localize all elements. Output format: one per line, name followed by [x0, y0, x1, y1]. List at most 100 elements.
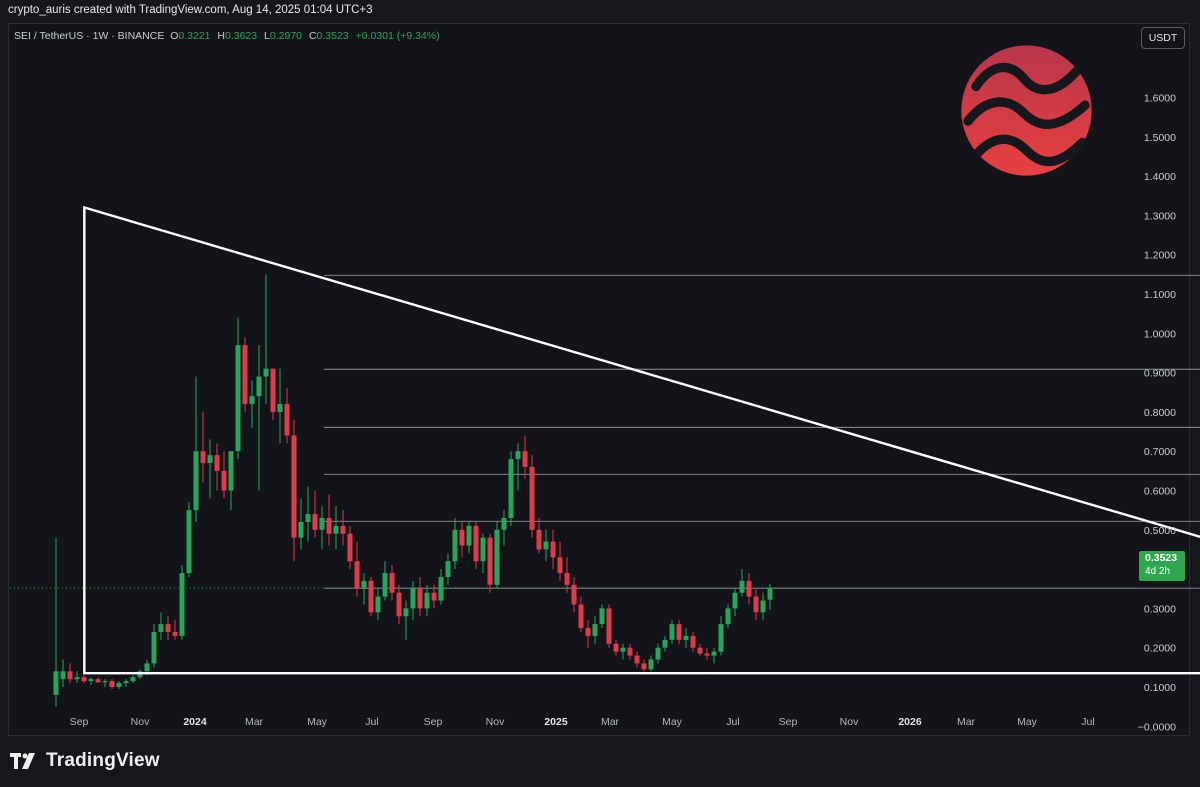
candle-body	[508, 459, 514, 519]
candle-body	[263, 368, 269, 377]
candle-body	[158, 624, 164, 632]
candle-body	[179, 573, 185, 636]
bar-countdown: 4d 2h	[1145, 566, 1171, 577]
candle-body	[459, 529, 465, 546]
x-tick-label: Nov	[486, 716, 505, 728]
candle-body	[109, 681, 115, 687]
candle-body	[438, 576, 444, 601]
candle-body	[186, 510, 192, 574]
candle-body	[536, 529, 542, 550]
high-value: 0.3623	[225, 30, 258, 42]
tradingview-brand[interactable]: TradingView	[10, 750, 160, 772]
candle-body	[515, 451, 521, 460]
x-tick-label: May	[307, 716, 328, 728]
candlesticks	[53, 274, 773, 707]
candle-body	[473, 525, 479, 562]
chart-credit: crypto_auris created with TradingView.co…	[8, 4, 373, 16]
x-tick-label: Mar	[245, 716, 264, 728]
candle-body	[543, 541, 549, 550]
candle-body	[123, 681, 129, 684]
open-label: O	[170, 30, 179, 42]
drawings	[83, 205, 1200, 675]
x-tick-label: Sep	[70, 716, 89, 728]
last-price-tag: 0.3523 4d 2h	[1139, 551, 1185, 581]
symbol-name: SEI / TetherUS · 1W · BINANCE	[14, 30, 165, 42]
price-axis: 1.6000 1.5000 1.4000 1.3000 1.2000 1.1000 1.00…	[1138, 93, 1176, 734]
candle-body	[571, 584, 577, 605]
candle-body	[704, 653, 710, 656]
candle-body	[487, 537, 493, 585]
candle-body	[389, 573, 395, 593]
candle-body	[221, 470, 227, 491]
candle-body	[256, 376, 262, 397]
candle-body	[522, 451, 528, 467]
y-tick-label: 0.7000	[1144, 446, 1176, 458]
y-tick-label: 0.5000	[1144, 525, 1176, 537]
candle-body	[599, 608, 605, 625]
candle-body	[697, 647, 703, 654]
candle-body	[732, 592, 738, 609]
sei-logo	[961, 45, 1092, 176]
y-tick-label: 1.6000	[1144, 93, 1176, 105]
candle-body	[333, 525, 339, 534]
candle-body	[151, 631, 157, 664]
y-tick-label: 0.8000	[1144, 407, 1176, 419]
candle-body	[235, 345, 241, 452]
candle-body	[396, 592, 402, 617]
candle-body	[102, 681, 108, 683]
candle-body	[557, 557, 563, 574]
candle-body	[501, 518, 507, 530]
candle-body	[452, 529, 458, 562]
y-tick-label: 0.3000	[1144, 603, 1176, 615]
candle-body	[81, 677, 87, 682]
candle-body	[298, 521, 304, 538]
candle-body	[214, 455, 220, 471]
y-tick-label: 0.1000	[1144, 682, 1176, 694]
x-tick-label: 2025	[544, 716, 568, 728]
candle-body	[340, 525, 346, 534]
y-tick-label: 0.9000	[1144, 368, 1176, 380]
candle-body	[368, 580, 374, 613]
candle-body	[284, 404, 290, 436]
y-tick-label: 0.6000	[1144, 486, 1176, 498]
x-tick-label: Nov	[840, 716, 859, 728]
x-tick-label: May	[1017, 716, 1038, 728]
candle-body	[319, 518, 325, 530]
last-price: 0.3523	[1145, 552, 1178, 564]
x-tick-label: Jul	[726, 716, 739, 728]
candle-body	[347, 533, 353, 562]
candle-body	[739, 580, 745, 593]
candle-body	[88, 679, 94, 682]
x-tick-label: Jul	[365, 716, 378, 728]
currency-button[interactable]: USDT	[1141, 27, 1185, 49]
candle-body	[634, 655, 640, 664]
candle-body	[312, 514, 318, 530]
y-tick-label: 1.2000	[1144, 250, 1176, 262]
candle-body	[683, 635, 689, 640]
candle-body	[74, 677, 80, 680]
x-tick-label: Mar	[601, 716, 620, 728]
candle-body	[228, 451, 234, 491]
x-tick-label: May	[662, 716, 683, 728]
symbol-legend: SEI / TetherUS · 1W · BINANCE O0.3221 H0…	[14, 30, 440, 42]
time-axis: Sep Nov 2024 Mar May Jul Sep Nov 2025 Mar May Jul Se…	[70, 716, 1095, 728]
low-value: 0.2970	[269, 30, 303, 42]
candle-body	[172, 631, 178, 636]
candle-body	[725, 608, 731, 625]
candle-body	[578, 604, 584, 629]
candle-body	[95, 679, 101, 683]
candle-body	[648, 659, 654, 670]
candle-body	[354, 561, 360, 589]
open-value: 0.3221	[178, 30, 211, 42]
candle-body	[270, 368, 276, 412]
candle-body	[641, 663, 647, 670]
candle-body	[375, 596, 381, 613]
candle-body	[606, 608, 612, 644]
x-tick-label: 2026	[898, 716, 922, 728]
candle-body	[767, 587, 773, 600]
candle-body	[242, 345, 248, 405]
y-tick-label: 1.3000	[1144, 210, 1176, 222]
x-tick-label: Sep	[424, 716, 443, 728]
x-tick-label: 2024	[183, 716, 207, 728]
